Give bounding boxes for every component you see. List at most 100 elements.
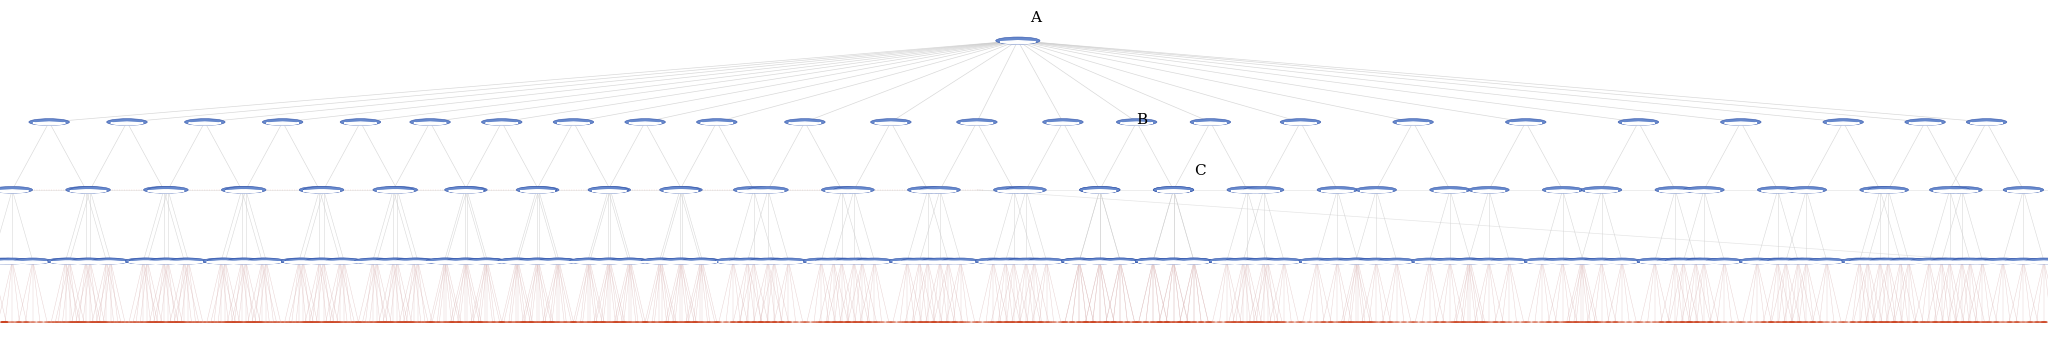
Circle shape <box>815 321 823 323</box>
Circle shape <box>678 321 686 323</box>
Circle shape <box>393 321 401 323</box>
Circle shape <box>553 119 594 125</box>
Circle shape <box>924 321 932 323</box>
Circle shape <box>1327 321 1335 323</box>
Circle shape <box>1966 321 1974 323</box>
Circle shape <box>2019 321 2028 323</box>
Circle shape <box>1714 321 1720 323</box>
Wedge shape <box>403 261 432 264</box>
Circle shape <box>256 321 262 323</box>
Circle shape <box>1440 321 1448 323</box>
Circle shape <box>758 321 764 323</box>
Wedge shape <box>1139 261 1167 264</box>
Circle shape <box>1155 321 1163 323</box>
Circle shape <box>1849 321 1855 323</box>
Circle shape <box>930 321 936 323</box>
Circle shape <box>621 321 629 323</box>
Circle shape <box>1079 186 1120 193</box>
Wedge shape <box>924 190 956 193</box>
Circle shape <box>1184 321 1192 323</box>
Circle shape <box>410 321 418 323</box>
Circle shape <box>137 321 143 323</box>
Circle shape <box>885 321 893 323</box>
Circle shape <box>133 321 139 323</box>
Wedge shape <box>1233 261 1262 264</box>
Circle shape <box>1841 321 1849 323</box>
Circle shape <box>1038 321 1044 323</box>
Wedge shape <box>362 261 391 264</box>
Circle shape <box>68 258 104 264</box>
Circle shape <box>729 321 737 323</box>
Circle shape <box>618 321 625 323</box>
Circle shape <box>1061 258 1098 264</box>
Circle shape <box>362 321 369 323</box>
Circle shape <box>270 321 276 323</box>
Circle shape <box>125 258 162 264</box>
Circle shape <box>547 321 553 323</box>
Circle shape <box>446 321 455 323</box>
Circle shape <box>864 321 870 323</box>
Circle shape <box>1513 321 1520 323</box>
Circle shape <box>936 321 944 323</box>
Circle shape <box>909 321 918 323</box>
Circle shape <box>1393 321 1401 323</box>
Circle shape <box>526 321 532 323</box>
Wedge shape <box>330 261 358 264</box>
Circle shape <box>1008 321 1016 323</box>
Wedge shape <box>1083 190 1116 193</box>
Circle shape <box>1110 321 1116 323</box>
Circle shape <box>330 321 338 323</box>
Circle shape <box>1884 321 1892 323</box>
Wedge shape <box>911 190 944 193</box>
Circle shape <box>651 321 657 323</box>
Circle shape <box>211 321 217 323</box>
Wedge shape <box>1229 261 1257 264</box>
Circle shape <box>350 321 358 323</box>
Circle shape <box>1225 258 1262 264</box>
Circle shape <box>2013 321 2021 323</box>
Circle shape <box>1249 321 1257 323</box>
Wedge shape <box>645 261 674 264</box>
Wedge shape <box>1321 190 1354 193</box>
Wedge shape <box>1434 190 1466 193</box>
Wedge shape <box>1509 122 1542 125</box>
Circle shape <box>1591 321 1599 323</box>
Wedge shape <box>72 261 100 264</box>
Circle shape <box>1237 321 1243 323</box>
Wedge shape <box>1569 261 1597 264</box>
Circle shape <box>1780 321 1788 323</box>
Circle shape <box>469 321 477 323</box>
Circle shape <box>1593 321 1602 323</box>
Circle shape <box>1460 321 1468 323</box>
Circle shape <box>1688 321 1694 323</box>
Circle shape <box>1470 321 1479 323</box>
Wedge shape <box>752 190 784 193</box>
Circle shape <box>354 258 391 264</box>
Circle shape <box>682 258 719 264</box>
Wedge shape <box>760 261 788 264</box>
Wedge shape <box>2009 261 2038 264</box>
Wedge shape <box>840 261 868 264</box>
Circle shape <box>444 186 485 193</box>
Circle shape <box>369 321 377 323</box>
Circle shape <box>743 321 750 323</box>
Circle shape <box>569 321 578 323</box>
Wedge shape <box>666 261 694 264</box>
Circle shape <box>1700 321 1706 323</box>
Circle shape <box>1268 321 1274 323</box>
Circle shape <box>37 321 43 323</box>
Circle shape <box>938 321 944 323</box>
Wedge shape <box>1194 122 1227 125</box>
Circle shape <box>633 321 639 323</box>
Circle shape <box>90 321 96 323</box>
Wedge shape <box>1157 190 1190 193</box>
Circle shape <box>715 258 752 264</box>
Wedge shape <box>152 190 184 193</box>
Circle shape <box>590 258 627 264</box>
Circle shape <box>334 321 340 323</box>
Circle shape <box>672 321 680 323</box>
Circle shape <box>541 321 547 323</box>
Circle shape <box>922 321 930 323</box>
Circle shape <box>641 258 678 264</box>
Wedge shape <box>614 261 643 264</box>
